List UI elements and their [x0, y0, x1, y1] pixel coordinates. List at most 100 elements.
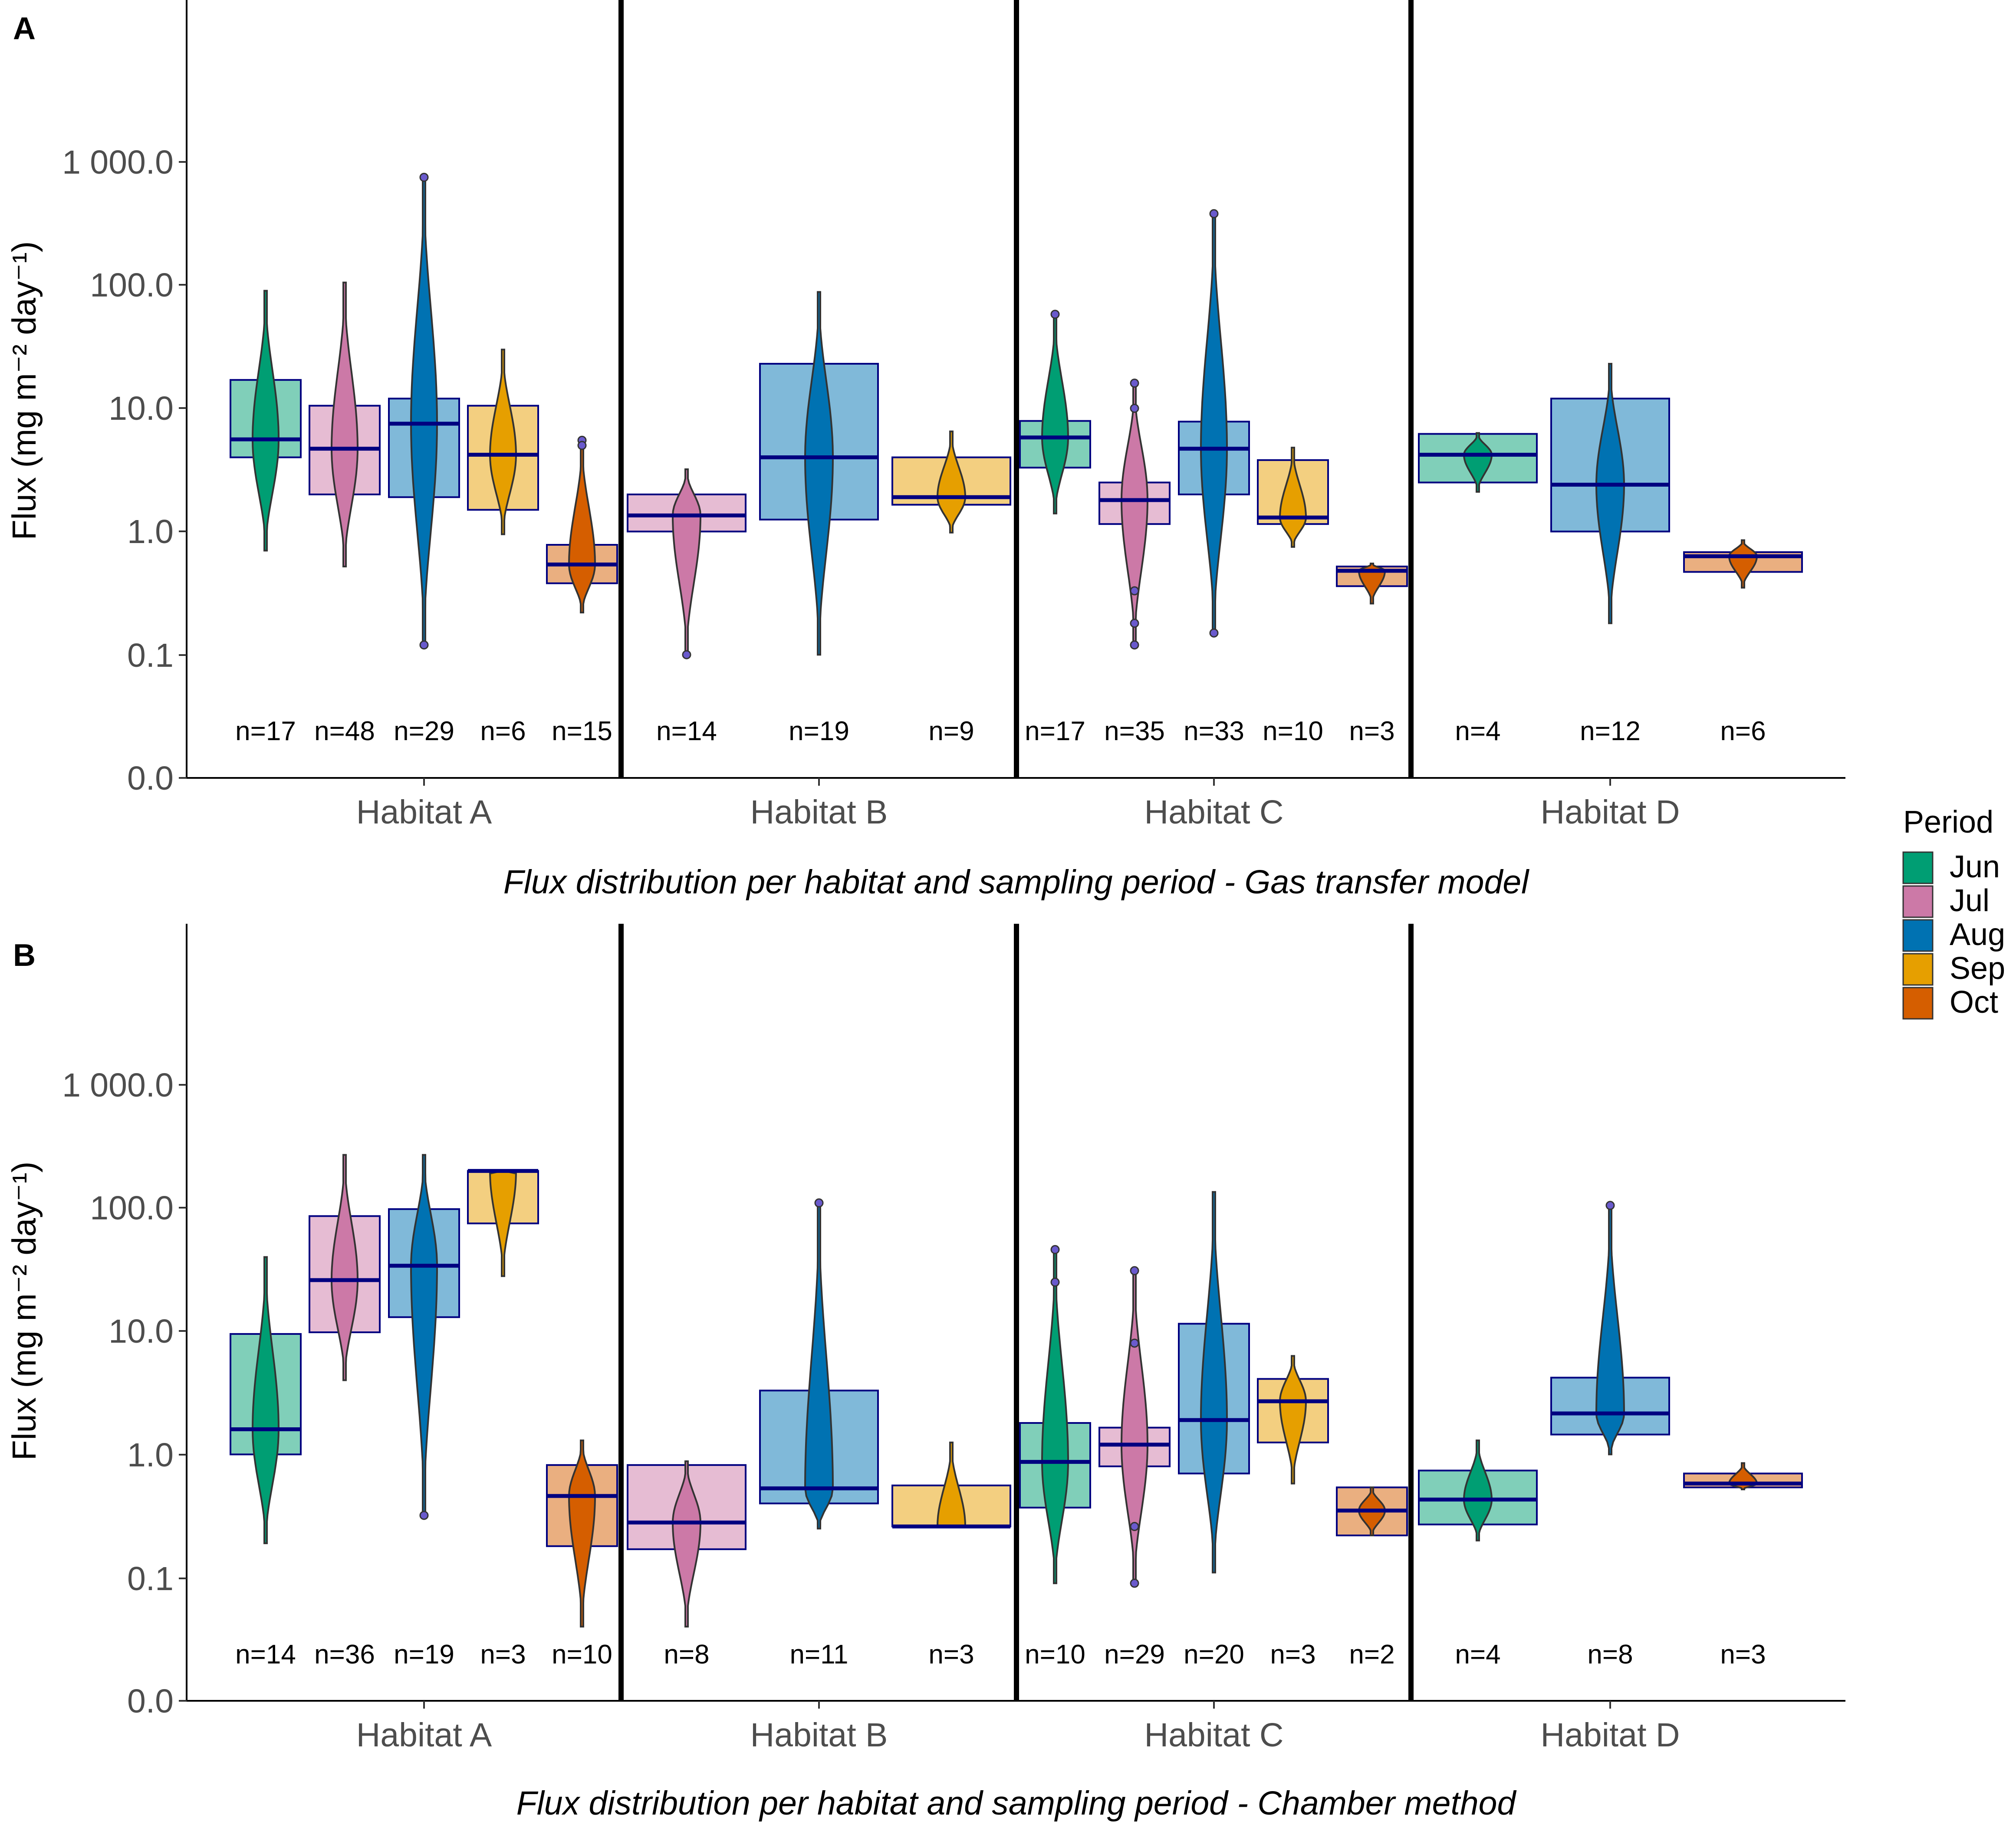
- outlier-point: [1050, 1245, 1060, 1255]
- y-tick-label: 1.0: [127, 1436, 174, 1474]
- n-count-label: n=6: [480, 716, 526, 746]
- n-count-label: n=3: [1720, 1640, 1766, 1670]
- box-group-habitat-c-aug: n=33: [1178, 209, 1250, 746]
- n-count-label: n=3: [1270, 1640, 1315, 1670]
- box-group-habitat-c-jul: n=29: [1098, 1266, 1171, 1670]
- n-count-label: n=10: [552, 1640, 612, 1670]
- box-group-habitat-a-jun: n=14: [230, 1256, 302, 1670]
- violin: [1200, 1191, 1228, 1574]
- y-tick-label: 0.0: [127, 760, 174, 797]
- violin: [251, 1256, 280, 1545]
- outlier-point: [1130, 640, 1139, 650]
- panel-b: B 0.0 0.1 1.0 10.0 100.0 1 000.0 Flux (mg m⁻² d…: [6, 924, 1845, 1822]
- panel-letter: B: [13, 938, 36, 973]
- y-tick-label: 1 000.0: [62, 144, 174, 181]
- panel-caption: Flux distribution per habitat and sampli…: [503, 863, 1529, 901]
- x-tick-label: Habitat C: [1144, 794, 1284, 831]
- box-group-habitat-c-jun: n=17: [1019, 310, 1091, 746]
- panel-a: A 0.0 0.1 1.0 10.0 100.0 1 000.0 Flux (mg m⁻² d…: [6, 0, 1845, 901]
- x-tick-label: Habitat C: [1144, 1716, 1284, 1754]
- y-tick-label: 0.1: [127, 1560, 174, 1597]
- y-tick-label: 1.0: [127, 513, 174, 550]
- box-group-habitat-c-oct: n=2: [1336, 1486, 1408, 1670]
- outlier-point: [1130, 1266, 1139, 1275]
- violin: [1120, 382, 1149, 646]
- box-group-habitat-c-jul: n=35: [1098, 379, 1171, 746]
- violin: [1595, 1204, 1625, 1456]
- outlier-point: [1130, 586, 1139, 596]
- y-axis-label: Flux (mg m⁻² day⁻¹): [6, 1162, 43, 1461]
- outlier-point: [1130, 619, 1139, 628]
- legend-label-jun: Jun: [1950, 850, 2000, 884]
- n-count-label: n=17: [235, 716, 296, 746]
- box-group-habitat-b-jul: n=14: [627, 468, 747, 746]
- outlier-point: [682, 650, 691, 659]
- n-count-label: n=3: [928, 1640, 974, 1670]
- box-group-habitat-d-oct: n=6: [1683, 539, 1803, 746]
- n-count-label: n=3: [1349, 716, 1394, 746]
- violin: [1463, 1439, 1493, 1541]
- violin: [1279, 1355, 1307, 1485]
- violin: [1463, 432, 1493, 493]
- violin: [804, 291, 834, 656]
- violin: [568, 1439, 596, 1628]
- outlier-point: [419, 640, 429, 650]
- n-count-label: n=2: [1349, 1640, 1394, 1670]
- box-group-habitat-d-aug: n=8: [1550, 1201, 1670, 1670]
- n-count-label: n=19: [789, 716, 849, 746]
- n-count-label: n=36: [314, 1640, 375, 1670]
- box-group-habitat-a-sep: n=3: [467, 1169, 539, 1670]
- outlier-point: [814, 1198, 824, 1208]
- x-tick-label: Habitat B: [750, 794, 888, 831]
- n-count-label: n=4: [1455, 716, 1500, 746]
- n-count-label: n=10: [1263, 716, 1323, 746]
- n-count-label: n=29: [1104, 1640, 1165, 1670]
- box-group-habitat-d-oct: n=3: [1683, 1462, 1803, 1670]
- box-group-habitat-c-jun: n=10: [1019, 1245, 1091, 1670]
- box-group-habitat-c-sep: n=3: [1257, 1355, 1329, 1670]
- x-tick-label: Habitat D: [1541, 794, 1680, 831]
- box-group-habitat-d-aug: n=12: [1550, 362, 1670, 746]
- n-count-label: n=4: [1455, 1640, 1500, 1670]
- n-count-label: n=35: [1104, 716, 1165, 746]
- box-group-habitat-a-aug: n=19: [388, 1154, 460, 1670]
- legend-swatch-jun: [1902, 851, 1934, 884]
- n-count-label: n=48: [314, 716, 375, 746]
- box-group-habitat-c-oct: n=3: [1336, 563, 1408, 746]
- outlier-point: [1050, 310, 1060, 319]
- outlier-point: [1130, 1578, 1139, 1588]
- violin: [1041, 1248, 1069, 1584]
- box-group-habitat-c-sep: n=10: [1257, 447, 1329, 746]
- outlier-point: [1130, 379, 1139, 388]
- violin: [936, 1441, 967, 1528]
- n-count-label: n=12: [1580, 716, 1641, 746]
- n-count-label: n=9: [928, 716, 974, 746]
- box-group-habitat-b-sep: n=3: [891, 1441, 1011, 1670]
- box-group-habitat-a-jul: n=48: [309, 281, 381, 746]
- box-group-habitat-b-jul: n=8: [627, 1460, 747, 1670]
- outlier-point: [1605, 1201, 1615, 1210]
- legend-swatch-sep: [1902, 953, 1934, 986]
- outlier-point: [1209, 209, 1219, 218]
- n-count-label: n=20: [1184, 1640, 1244, 1670]
- violin: [1041, 313, 1069, 514]
- n-count-label: n=15: [552, 716, 612, 746]
- violin: [1120, 1270, 1149, 1584]
- outlier-point: [1130, 1522, 1139, 1531]
- n-count-label: n=11: [789, 1640, 848, 1670]
- box-group-habitat-a-aug: n=29: [388, 172, 460, 746]
- box-group-habitat-b-aug: n=11: [759, 1198, 879, 1670]
- outlier-point: [1209, 628, 1219, 638]
- violin: [330, 281, 359, 567]
- x-tick-label: Habitat A: [356, 794, 492, 831]
- box-group-habitat-b-sep: n=9: [891, 430, 1011, 746]
- legend-swatch-jul: [1902, 885, 1934, 918]
- n-count-label: n=17: [1025, 716, 1085, 746]
- y-tick-label: 10.0: [109, 1313, 174, 1350]
- y-tick-label: 0.0: [127, 1683, 174, 1720]
- box-group-habitat-c-aug: n=20: [1178, 1191, 1250, 1670]
- panel-letter: A: [13, 11, 36, 46]
- violin: [489, 349, 517, 535]
